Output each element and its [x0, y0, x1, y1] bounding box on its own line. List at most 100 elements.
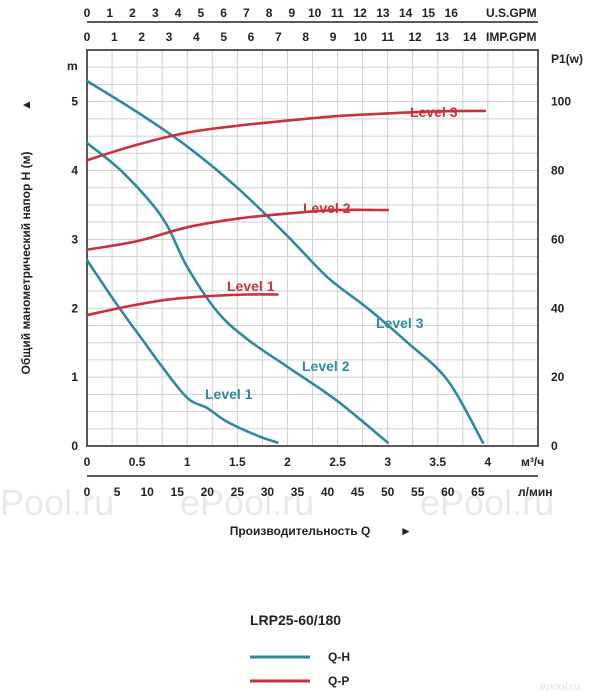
x-m3h-tick-label: 3.5: [429, 455, 446, 469]
x-usgpm-tick-label: 1: [106, 6, 113, 20]
x-lmin-tick-label: 30: [261, 485, 275, 499]
x-impgpm-tick-label: 0: [84, 30, 91, 44]
x-lmin-tick-label: 55: [411, 485, 425, 499]
x-lmin-tick-label: 35: [291, 485, 305, 499]
qh-curve-level-1: [85, 258, 279, 444]
x-lmin-tick-label: 60: [441, 485, 455, 499]
x-m3h-tick-label: 0.5: [129, 455, 146, 469]
y-axis-title: Общий манометрический напор H (м): [19, 151, 33, 374]
x-impgpm-tick-label: 1: [111, 30, 118, 44]
x-impgpm-tick-label: 8: [302, 30, 309, 44]
legend-qp-label: Q-P: [328, 674, 349, 688]
watermark-left: ePool.ru: [0, 482, 114, 523]
x-usgpm-tick-label: 0: [84, 6, 91, 20]
x-usgpm-tick-label: 8: [266, 6, 273, 20]
x-lmin-tick-label: 15: [171, 485, 185, 499]
y-right-tick-label: 20: [551, 370, 565, 384]
qp-curve-level-3: [85, 109, 487, 162]
x-lmin-tick-label: 20: [201, 485, 215, 499]
y-right-unit-label: P1(w): [551, 52, 583, 66]
x-usgpm-tick-label: 13: [376, 6, 390, 20]
y-left-unit-label: m: [67, 59, 78, 73]
x-lmin-tick-label: 0: [84, 485, 91, 499]
x-lmin-tick-label: 10: [140, 485, 154, 499]
x-impgpm-tick-label: 9: [330, 30, 337, 44]
x-lmin-tick-label: 40: [321, 485, 335, 499]
x-impgpm-tick-label: 11: [381, 30, 394, 44]
qp-level-3-label: Level 3: [410, 104, 458, 120]
x-usgpm-tick-label: 2: [129, 6, 136, 20]
qh-level-1-label: Level 1: [205, 386, 253, 402]
y-right-tick-label: 40: [551, 301, 565, 315]
x-m3h-tick-label: 2.5: [329, 455, 346, 469]
qp-curve-level-1: [85, 293, 279, 317]
m3h-unit-label: м³/ч: [521, 455, 544, 469]
plot-border: [86, 49, 539, 447]
x-impgpm-tick-label: 10: [354, 30, 368, 44]
x-lmin-tick-label: 5: [114, 485, 121, 499]
x-m3h-tick-label: 4: [485, 455, 492, 469]
x-usgpm-tick-label: 14: [399, 6, 413, 20]
y-left-tick-label: 3: [71, 232, 78, 246]
y-right-tick-label: 100: [551, 95, 571, 109]
x-usgpm-tick-label: 3: [152, 6, 159, 20]
legend-qh-label: Q-H: [328, 650, 350, 664]
y-right-tick-label: 80: [551, 164, 565, 178]
x-usgpm-tick-label: 4: [175, 6, 182, 20]
us-gpm-unit-label: U.S.GPM: [486, 6, 537, 20]
y-right-tick-label: 0: [551, 439, 558, 453]
qh-level-3-label: Level 3: [376, 315, 424, 331]
watermark-right: ePool.ru: [420, 482, 554, 523]
x-usgpm-tick-label: 7: [243, 6, 250, 20]
qh-curve-level-2: [85, 141, 389, 444]
qh-curve-level-3: [85, 79, 485, 444]
y-axis-arrow: ▲: [19, 99, 33, 111]
plot-frame: [86, 21, 539, 477]
x-lmin-tick-label: 25: [231, 485, 245, 499]
lmin-unit-label: л/мин: [518, 485, 552, 499]
y-left-tick-label: 5: [71, 95, 78, 109]
y-left-tick-label: 0: [71, 439, 78, 453]
x-axis-arrow: ►: [400, 524, 412, 538]
x-axis-title: Производительность Q: [230, 524, 371, 538]
qp-curve-level-2: [85, 208, 389, 251]
x-lmin-tick-label: 45: [351, 485, 365, 499]
x-usgpm-tick-label: 9: [289, 6, 296, 20]
x-usgpm-tick-label: 11: [331, 6, 344, 20]
y-left-tick-label: 2: [71, 301, 78, 315]
y-right-tick-label: 60: [551, 232, 565, 246]
x-usgpm-tick-label: 10: [308, 6, 322, 20]
qh-level-2-label: Level 2: [302, 358, 350, 374]
x-lmin-tick-label: 65: [471, 485, 485, 499]
watermark-center: ePool.ru: [180, 482, 314, 523]
chart-grid: [87, 50, 538, 446]
x-impgpm-tick-label: 7: [275, 30, 282, 44]
y-left-tick-label: 1: [71, 370, 78, 384]
model-title: LRP25-60/180: [250, 612, 341, 628]
x-impgpm-tick-label: 4: [193, 30, 200, 44]
x-impgpm-tick-label: 14: [463, 30, 477, 44]
x-impgpm-tick-label: 12: [408, 30, 422, 44]
x-lmin-tick-label: 50: [381, 485, 395, 499]
curves: [85, 79, 487, 444]
y-left-tick-label: 4: [71, 164, 78, 178]
x-impgpm-tick-label: 6: [248, 30, 255, 44]
qp-level-2-label: Level 2: [303, 200, 351, 216]
x-impgpm-tick-label: 3: [166, 30, 173, 44]
x-usgpm-tick-label: 16: [445, 6, 459, 20]
brand-watermark: epool.ru: [540, 681, 580, 693]
x-m3h-tick-label: 0: [84, 455, 91, 469]
x-usgpm-tick-label: 12: [353, 6, 367, 20]
x-m3h-tick-label: 1.5: [229, 455, 246, 469]
x-m3h-tick-label: 2: [284, 455, 291, 469]
x-impgpm-tick-label: 2: [138, 30, 145, 44]
x-usgpm-tick-label: 6: [220, 6, 227, 20]
x-m3h-tick-label: 3: [384, 455, 391, 469]
imp-gpm-unit-label: IMP.GPM: [486, 30, 536, 44]
x-impgpm-tick-label: 13: [436, 30, 450, 44]
x-usgpm-tick-label: 5: [197, 6, 204, 20]
x-m3h-tick-label: 1: [184, 455, 191, 469]
x-usgpm-tick-label: 15: [422, 6, 436, 20]
